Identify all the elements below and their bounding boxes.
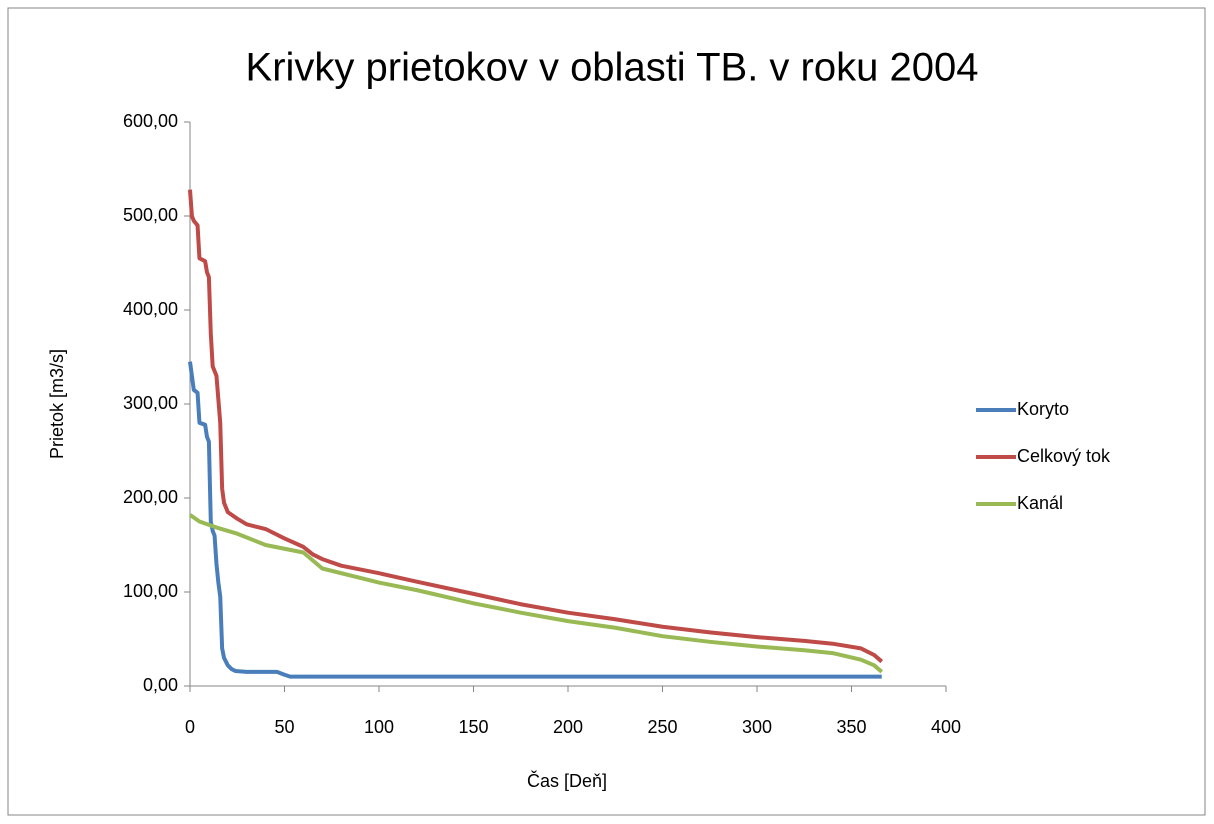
x-tick-label: 400 bbox=[931, 717, 961, 737]
legend-label: Celkový tok bbox=[1017, 446, 1111, 466]
y-tick-label: 100,00 bbox=[123, 581, 178, 601]
series-line bbox=[188, 513, 884, 674]
x-tick-label: 350 bbox=[836, 717, 866, 737]
x-tick-label: 200 bbox=[553, 717, 583, 737]
legend-label: Koryto bbox=[1017, 399, 1069, 419]
y-axis-title: Prietok [m3/s] bbox=[47, 349, 67, 459]
y-tick-label: 600,00 bbox=[123, 111, 178, 131]
series-line bbox=[188, 189, 884, 664]
x-tick-label: 150 bbox=[458, 717, 488, 737]
x-tick-label: 300 bbox=[742, 717, 772, 737]
x-tick-label: 0 bbox=[185, 717, 195, 737]
y-tick-label: 0,00 bbox=[143, 675, 178, 695]
x-axis-title: Čas [Deň] bbox=[527, 770, 607, 791]
y-tick-label: 400,00 bbox=[123, 299, 178, 319]
y-tick-label: 500,00 bbox=[123, 205, 178, 225]
y-tick-label: 200,00 bbox=[123, 487, 178, 507]
x-tick-label: 50 bbox=[274, 717, 294, 737]
x-tick-label: 100 bbox=[364, 717, 394, 737]
x-tick-label: 250 bbox=[647, 717, 677, 737]
legend-label: Kanál bbox=[1017, 493, 1063, 513]
series-line bbox=[188, 361, 882, 679]
chart-title: Krivky prietokov v oblasti TB. v roku 20… bbox=[246, 46, 979, 90]
y-tick-label: 300,00 bbox=[123, 393, 178, 413]
